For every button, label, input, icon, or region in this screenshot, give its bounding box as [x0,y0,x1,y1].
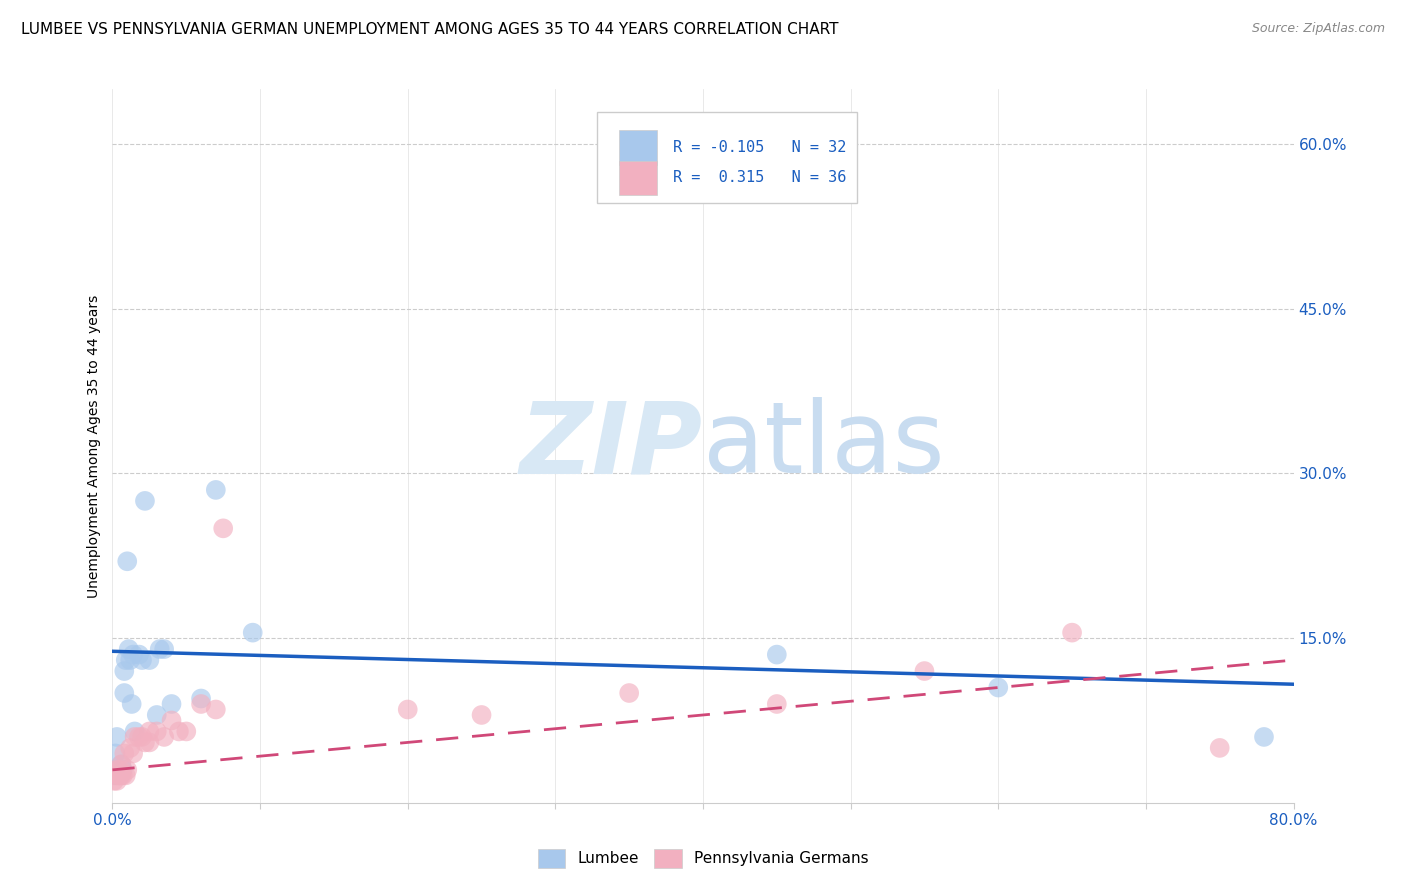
Point [128,648,150,662]
Point [103,773,125,788]
Point [104,747,127,761]
Text: R = -0.105   N = 32: R = -0.105 N = 32 [673,140,846,155]
Point [112,664,135,678]
Point [117,763,138,777]
Point [396,702,419,716]
Point [103,768,125,782]
Point [128,730,150,744]
Point [174,724,197,739]
Point [114,768,136,782]
Point [120,653,142,667]
Text: R =  0.315   N = 36: R = 0.315 N = 36 [673,170,846,186]
Point [134,735,156,749]
Point [146,708,169,723]
Point [138,724,160,739]
Point [153,730,176,744]
Point [914,664,936,678]
Point [131,653,153,667]
Point [1208,740,1232,755]
Point [112,747,135,761]
Point [205,483,228,497]
Point [470,708,494,723]
Point [138,653,160,667]
Point [120,740,142,755]
Point [190,697,212,711]
Point [190,691,212,706]
Point [766,648,789,662]
Point [138,735,160,749]
Point [105,773,128,788]
Point [131,730,153,744]
Legend: Lumbee, Pennsylvania Germans: Lumbee, Pennsylvania Germans [531,843,875,873]
Point [160,714,183,728]
Point [117,554,138,568]
Point [619,686,641,700]
Point [104,768,127,782]
Point [108,768,131,782]
Point [121,697,143,711]
Point [114,653,136,667]
Point [1062,625,1084,640]
Point [124,730,146,744]
Point [134,494,156,508]
Point [105,763,128,777]
Point [146,724,169,739]
Bar [619,130,657,165]
Point [149,642,172,657]
Point [107,768,129,782]
Point [153,642,176,657]
Point [160,697,183,711]
Point [111,763,134,777]
Point [108,768,131,782]
Point [105,768,128,782]
Text: atlas: atlas [703,398,945,494]
Point [110,768,132,782]
Y-axis label: Unemployment Among Ages 35 to 44 years: Unemployment Among Ages 35 to 44 years [87,294,101,598]
Point [242,625,264,640]
Point [112,686,135,700]
Point [104,763,127,777]
Point [167,724,190,739]
Point [108,763,131,777]
Point [105,730,128,744]
Point [1253,730,1275,744]
Point [107,763,129,777]
Point [212,521,235,535]
Point [110,757,132,772]
Point [124,724,146,739]
Point [205,702,228,716]
Point [766,697,789,711]
Point [122,747,145,761]
Bar [619,161,657,195]
Point [110,757,132,772]
Point [987,681,1010,695]
Point [118,642,141,657]
Point [122,648,145,662]
Text: ZIP: ZIP [520,398,703,494]
Text: LUMBEE VS PENNSYLVANIA GERMAN UNEMPLOYMENT AMONG AGES 35 TO 44 YEARS CORRELATION: LUMBEE VS PENNSYLVANIA GERMAN UNEMPLOYME… [21,22,838,37]
Text: Source: ZipAtlas.com: Source: ZipAtlas.com [1251,22,1385,36]
Point [111,768,134,782]
FancyBboxPatch shape [596,112,856,203]
